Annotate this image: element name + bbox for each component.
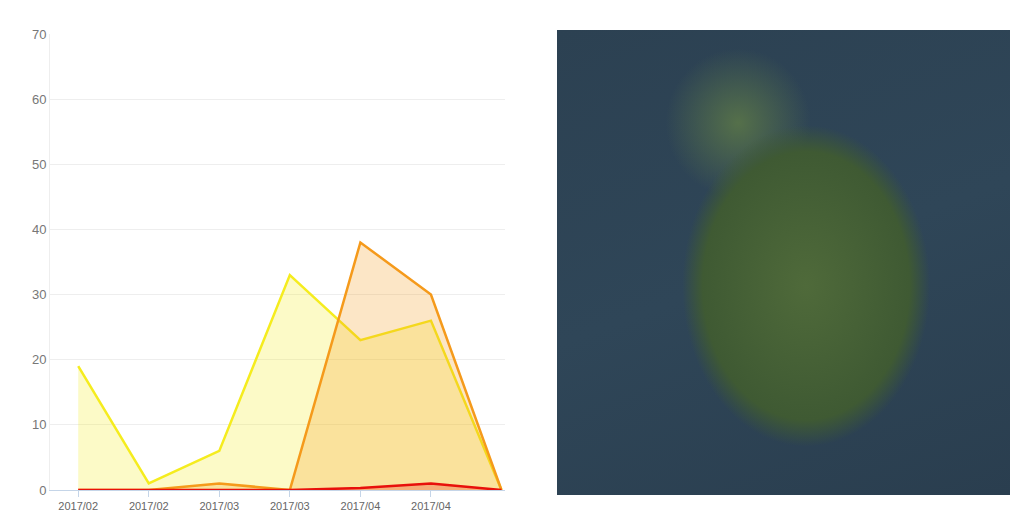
svg-text:40: 40 bbox=[32, 222, 46, 237]
svg-text:50: 50 bbox=[32, 157, 46, 172]
svg-text:2017/03: 2017/03 bbox=[270, 500, 310, 512]
svg-text:10: 10 bbox=[32, 417, 46, 432]
svg-text:2017/02: 2017/02 bbox=[129, 500, 169, 512]
svg-text:2017/04: 2017/04 bbox=[341, 500, 381, 512]
svg-text:70: 70 bbox=[32, 27, 46, 42]
svg-text:2017/04: 2017/04 bbox=[411, 500, 451, 512]
svg-text:2017/03: 2017/03 bbox=[199, 500, 239, 512]
svg-text:2017/02: 2017/02 bbox=[58, 500, 98, 512]
svg-text:60: 60 bbox=[32, 92, 46, 107]
svg-text:30: 30 bbox=[32, 287, 46, 302]
svg-text:20: 20 bbox=[32, 352, 46, 367]
svg-text:0: 0 bbox=[39, 483, 46, 498]
